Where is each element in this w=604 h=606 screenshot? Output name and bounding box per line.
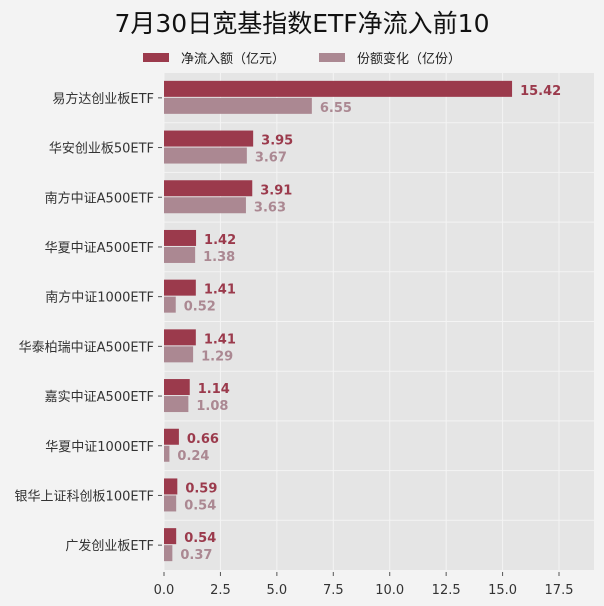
category-label: 南方中证A500ETF	[45, 190, 154, 206]
data-label-share-change: 1.38	[203, 250, 235, 265]
bar-share-change	[164, 445, 170, 462]
category-label: 易方达创业板ETF	[52, 91, 154, 107]
legend-swatch-net-inflow	[142, 53, 169, 62]
x-tick-label: 10.0	[375, 583, 404, 598]
category-label: 银华上证科创板100ETF	[15, 489, 154, 504]
x-tick-label: 15.0	[488, 583, 517, 598]
bar-net-inflow	[164, 80, 513, 97]
legend-label-share-change: 份额变化（亿份）	[357, 52, 462, 67]
x-tick-label: 17.5	[545, 583, 574, 598]
legend-item-net-inflow: 净流入额（亿元）	[142, 48, 285, 67]
data-label-share-change: 3.63	[254, 200, 286, 215]
data-label-net-inflow: 1.41	[204, 283, 236, 298]
data-label-net-inflow: 1.14	[198, 382, 230, 397]
legend-label-net-inflow: 净流入额（亿元）	[180, 52, 285, 67]
data-label-share-change: 1.29	[201, 349, 233, 364]
category-label: 南方中证1000ETF	[45, 290, 154, 306]
data-label-net-inflow: 0.66	[187, 432, 219, 447]
bar-share-change	[164, 495, 177, 512]
data-label-share-change: 0.24	[177, 449, 209, 464]
data-label-net-inflow: 1.42	[204, 233, 236, 248]
x-tick-label: 2.5	[210, 583, 231, 598]
bar-net-inflow	[164, 130, 254, 147]
bar-net-inflow	[164, 279, 196, 296]
chart-title: 7月30日宽基指数ETF净流入前10	[114, 9, 490, 38]
data-label-share-change: 1.08	[196, 399, 228, 414]
legend-swatch-share-change	[319, 53, 345, 62]
data-label-net-inflow: 1.41	[204, 332, 236, 347]
category-label: 广发创业板ETF	[65, 538, 154, 554]
data-label-share-change: 0.52	[184, 300, 216, 315]
category-label: 华夏中证A500ETF	[45, 241, 154, 256]
bar-share-change	[164, 197, 246, 214]
x-tick-label: 7.5	[323, 583, 344, 598]
bar-net-inflow	[164, 229, 197, 246]
legend-item-share-change: 份额变化（亿份）	[319, 48, 461, 67]
x-tick-label: 5.0	[267, 583, 288, 598]
data-label-share-change: 3.67	[255, 151, 287, 166]
bar-net-inflow	[164, 180, 253, 197]
bar-share-change	[164, 296, 176, 313]
bar-net-inflow	[164, 528, 177, 545]
category-label: 华夏中证1000ETF	[45, 440, 154, 455]
bar-net-inflow	[164, 478, 178, 495]
bar-share-change	[164, 545, 173, 562]
bar-share-change	[164, 346, 194, 363]
bar-net-inflow	[164, 428, 179, 445]
category-label: 华安创业板50ETF	[49, 142, 154, 157]
legend: 净流入额（亿元） 份额变化（亿份）	[0, 48, 604, 67]
x-tick-label: 12.5	[432, 583, 461, 598]
data-label-net-inflow: 15.42	[520, 84, 561, 99]
x-tick-label: 0.0	[154, 583, 175, 598]
bar-share-change	[164, 246, 196, 263]
bar-net-inflow	[164, 379, 190, 396]
data-label-net-inflow: 3.91	[260, 183, 292, 198]
data-label-net-inflow: 0.54	[184, 531, 216, 546]
bar-share-change	[164, 147, 247, 164]
data-label-net-inflow: 3.95	[261, 134, 293, 149]
category-label: 华泰柏瑞中证A500ETF	[19, 340, 154, 355]
data-label-share-change: 6.55	[320, 101, 352, 116]
data-label-net-inflow: 0.59	[185, 481, 217, 496]
bar-net-inflow	[164, 329, 196, 346]
bar-share-change	[164, 97, 312, 114]
bar-share-change	[164, 396, 189, 413]
data-label-share-change: 0.54	[184, 498, 216, 513]
category-label: 嘉实中证A500ETF	[45, 390, 154, 405]
data-label-share-change: 0.37	[180, 548, 212, 563]
